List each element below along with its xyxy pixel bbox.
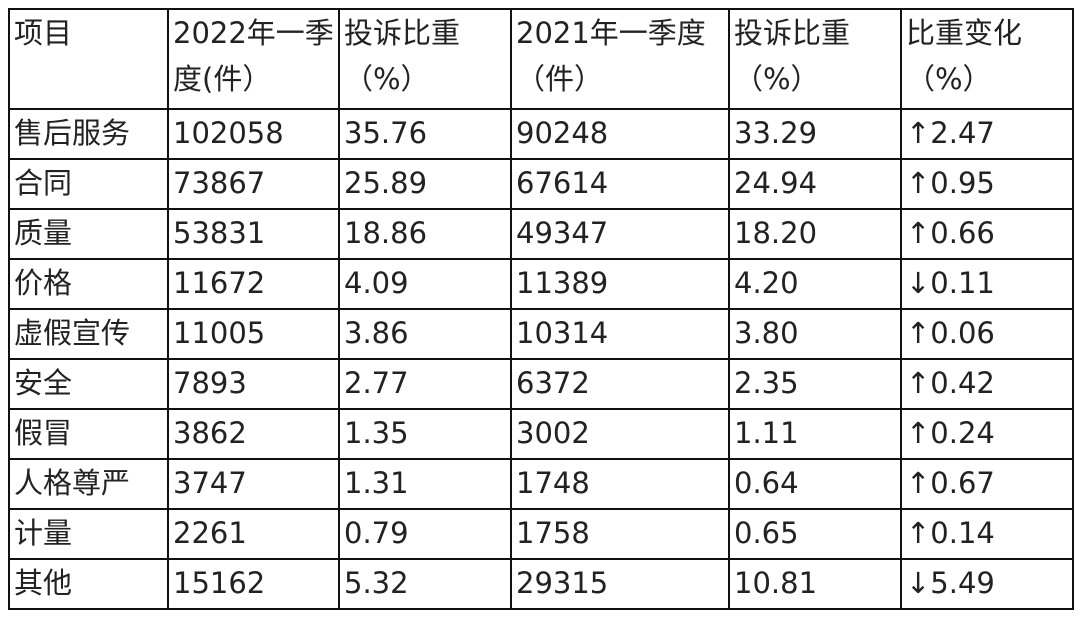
header-cell: 投诉比重（%） xyxy=(728,8,902,110)
table-cell: 25.89 xyxy=(338,158,512,210)
table-cell: 33.29 xyxy=(728,108,902,160)
table-cell: 其他 xyxy=(8,558,169,610)
table-cell: 3.80 xyxy=(728,308,902,360)
table-cell: 3002 xyxy=(510,408,730,460)
table-cell: 0.79 xyxy=(338,508,512,560)
table-cell: ↑0.67 xyxy=(900,458,1074,510)
table-cell: ↑0.66 xyxy=(900,208,1074,260)
table-cell: 虚假宣传 xyxy=(8,308,169,360)
table-cell: 1748 xyxy=(510,458,730,510)
table-cell: ↑0.14 xyxy=(900,508,1074,560)
table-cell: 11005 xyxy=(167,308,340,360)
table-cell: 合同 xyxy=(8,158,169,210)
table-cell: 18.20 xyxy=(728,208,902,260)
table-cell: 67614 xyxy=(510,158,730,210)
table-cell: 49347 xyxy=(510,208,730,260)
table-row: 假冒 3862 1.35 3002 1.11 ↑0.24 xyxy=(8,408,1074,460)
table-cell: ↑0.42 xyxy=(900,358,1074,410)
table-cell: 6372 xyxy=(510,358,730,410)
table-row: 合同 73867 25.89 67614 24.94 ↑0.95 xyxy=(8,158,1074,210)
table-cell: 售后服务 xyxy=(8,108,169,160)
table-cell: 安全 xyxy=(8,358,169,410)
table-cell: ↑0.06 xyxy=(900,308,1074,360)
table-cell: 4.20 xyxy=(728,258,902,310)
table-cell: 11389 xyxy=(510,258,730,310)
header-cell: 2022年一季度(件） xyxy=(167,8,340,110)
table-cell: 2261 xyxy=(167,508,340,560)
table-cell: 73867 xyxy=(167,158,340,210)
table-cell: 0.65 xyxy=(728,508,902,560)
table-cell: 11672 xyxy=(167,258,340,310)
table-cell: 35.76 xyxy=(338,108,512,160)
header-cell: 2021年一季度（件） xyxy=(510,8,730,110)
table-cell: 18.86 xyxy=(338,208,512,260)
table-cell: 假冒 xyxy=(8,408,169,460)
table-cell: 3.86 xyxy=(338,308,512,360)
table-cell: 4.09 xyxy=(338,258,512,310)
table-cell: 24.94 xyxy=(728,158,902,210)
table-cell: ↓5.49 xyxy=(900,558,1074,610)
table-cell: 10314 xyxy=(510,308,730,360)
table-cell: 价格 xyxy=(8,258,169,310)
table-cell: 1758 xyxy=(510,508,730,560)
header-row: 项目 2022年一季度(件） 投诉比重（%） 2021年一季度（件） 投诉比重（%） 比重… xyxy=(8,8,1074,110)
table-body: 项目 2022年一季度(件） 投诉比重（%） 2021年一季度（件） 投诉比重（%） 比重… xyxy=(8,8,1074,610)
header-cell: 投诉比重（%） xyxy=(338,8,512,110)
complaint-table: 项目 2022年一季度(件） 投诉比重（%） 2021年一季度（件） 投诉比重（%） 比重… xyxy=(8,8,1074,610)
table-row: 虚假宣传 11005 3.86 10314 3.80 ↑0.06 xyxy=(8,308,1074,360)
table-row: 安全 7893 2.77 6372 2.35 ↑0.42 xyxy=(8,358,1074,410)
table-cell: 53831 xyxy=(167,208,340,260)
table-cell: 质量 xyxy=(8,208,169,260)
table-cell: 7893 xyxy=(167,358,340,410)
table-cell: 1.35 xyxy=(338,408,512,460)
table-cell: 102058 xyxy=(167,108,340,160)
table-row: 其他 15162 5.32 29315 10.81 ↓5.49 xyxy=(8,558,1074,610)
header-cell: 项目 xyxy=(8,8,169,110)
table-cell: 0.64 xyxy=(728,458,902,510)
table-cell: 1.11 xyxy=(728,408,902,460)
table-cell: 2.77 xyxy=(338,358,512,410)
table-row: 质量 53831 18.86 49347 18.20 ↑0.66 xyxy=(8,208,1074,260)
table-cell: ↑0.95 xyxy=(900,158,1074,210)
table-cell: 3862 xyxy=(167,408,340,460)
table-cell: ↓0.11 xyxy=(900,258,1074,310)
table-cell: ↑0.24 xyxy=(900,408,1074,460)
table-cell: 2.35 xyxy=(728,358,902,410)
table-cell: 计量 xyxy=(8,508,169,560)
header-cell: 比重变化（%） xyxy=(900,8,1074,110)
table-cell: 1.31 xyxy=(338,458,512,510)
table-cell: 90248 xyxy=(510,108,730,160)
table-cell: ↑2.47 xyxy=(900,108,1074,160)
table-row: 售后服务 102058 35.76 90248 33.29 ↑2.47 xyxy=(8,108,1074,160)
table-row: 价格 11672 4.09 11389 4.20 ↓0.11 xyxy=(8,258,1074,310)
table-cell: 人格尊严 xyxy=(8,458,169,510)
table-cell: 29315 xyxy=(510,558,730,610)
table-cell: 3747 xyxy=(167,458,340,510)
table-row: 人格尊严 3747 1.31 1748 0.64 ↑0.67 xyxy=(8,458,1074,510)
table-cell: 15162 xyxy=(167,558,340,610)
table-cell: 10.81 xyxy=(728,558,902,610)
table-row: 计量 2261 0.79 1758 0.65 ↑0.14 xyxy=(8,508,1074,560)
table-cell: 5.32 xyxy=(338,558,512,610)
